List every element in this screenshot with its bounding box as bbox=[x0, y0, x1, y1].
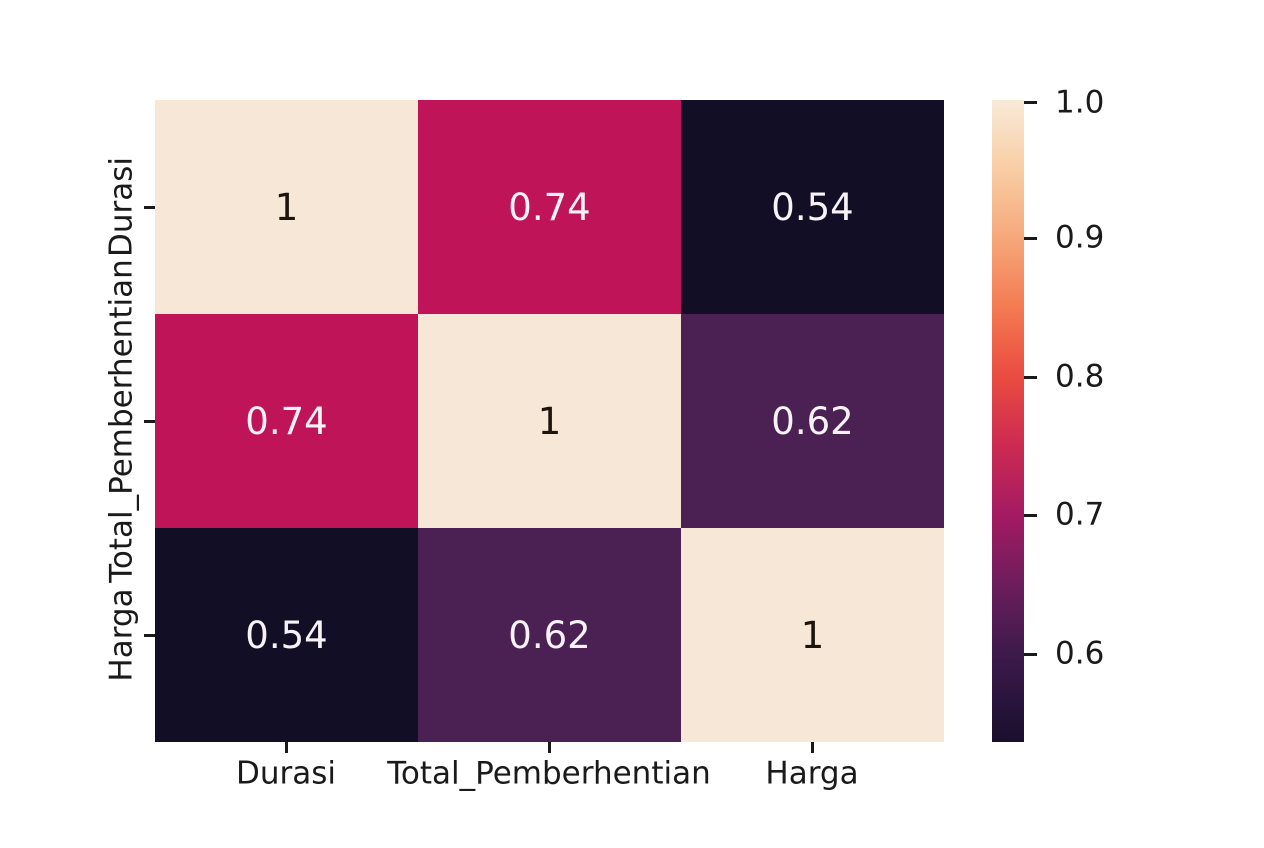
colorbar-tick-mark bbox=[1024, 237, 1037, 240]
x-tick-mark bbox=[811, 742, 814, 753]
colorbar-tick-mark bbox=[1024, 514, 1037, 517]
y-tick-mark bbox=[144, 634, 155, 637]
x-axis-label-durasi: Durasi bbox=[235, 755, 337, 792]
y-tick-mark bbox=[144, 420, 155, 423]
colorbar-tick-label: 0.9 bbox=[1055, 219, 1105, 256]
colorbar-tick-label: 1.0 bbox=[1055, 84, 1105, 121]
x-tick-mark bbox=[548, 742, 551, 753]
colorbar-tick-label: 0.7 bbox=[1055, 496, 1105, 533]
colorbar-gradient bbox=[992, 100, 1024, 742]
heatmap-cell: 0.54 bbox=[155, 528, 418, 742]
colorbar-tick-label: 0.8 bbox=[1055, 358, 1105, 395]
x-tick-mark bbox=[285, 742, 288, 753]
colorbar-tick-mark bbox=[1024, 653, 1037, 656]
x-axis-label-total-pemberhentian: Total_Pemberhentian bbox=[387, 755, 711, 792]
heatmap-cell: 1 bbox=[681, 528, 944, 742]
heatmap-grid: 1 0.74 0.54 0.74 1 0.62 0.54 0.62 1 bbox=[155, 100, 944, 742]
heatmap-cell: 0.54 bbox=[681, 100, 944, 314]
heatmap-cell: 0.62 bbox=[418, 528, 681, 742]
x-axis-label-harga: Harga bbox=[765, 755, 859, 792]
heatmap-cell: 0.62 bbox=[681, 314, 944, 528]
colorbar-tick-mark bbox=[1024, 376, 1037, 379]
y-axis-label-harga: Harga bbox=[103, 588, 140, 682]
heatmap-cell: 1 bbox=[418, 314, 681, 528]
heatmap-cell: 0.74 bbox=[155, 314, 418, 528]
heatmap-cell: 0.74 bbox=[418, 100, 681, 314]
colorbar-tick-label: 0.6 bbox=[1055, 635, 1105, 672]
y-axis-label-durasi: Durasi bbox=[103, 156, 140, 258]
heatmap-cell: 1 bbox=[155, 100, 418, 314]
y-axis-label-total-pemberhentian: Total_Pemberhentian bbox=[103, 259, 140, 583]
y-tick-mark bbox=[144, 206, 155, 209]
colorbar-tick-mark bbox=[1024, 101, 1037, 104]
